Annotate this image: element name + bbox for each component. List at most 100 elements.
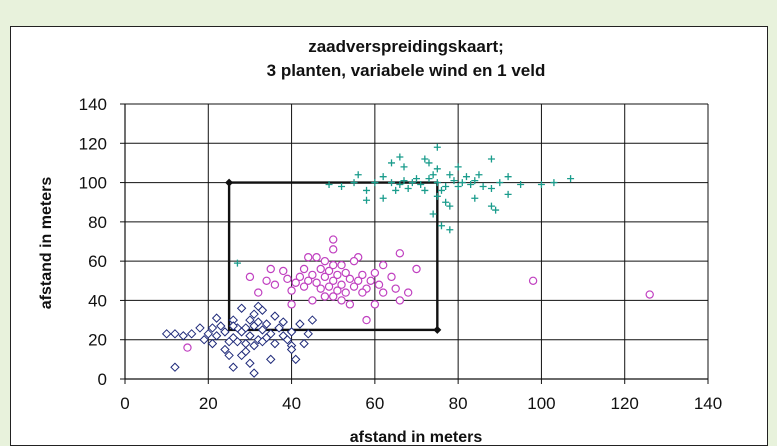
- data-point: [161, 329, 172, 339]
- data-point: [299, 264, 309, 274]
- data-point: [278, 317, 288, 327]
- data-point: [462, 173, 470, 181]
- field-rectangle: [227, 181, 439, 332]
- data-point: [232, 336, 243, 347]
- x-tick-label: 60: [365, 394, 384, 413]
- data-point: [446, 171, 454, 179]
- data-point: [450, 177, 458, 185]
- x-tick-label: 40: [282, 394, 301, 413]
- data-point: [395, 249, 405, 258]
- data-point: [329, 245, 338, 254]
- data-point: [496, 179, 504, 187]
- grid-lines: [124, 103, 709, 380]
- data-point: [303, 329, 313, 339]
- data-point: [392, 186, 400, 194]
- data-point: [295, 272, 305, 282]
- data-points: [161, 143, 654, 378]
- data-point: [299, 282, 309, 291]
- data-point: [458, 179, 466, 187]
- y-tick-label: 120: [79, 134, 107, 153]
- data-point: [304, 253, 313, 262]
- data-point: [320, 292, 330, 301]
- data-point: [379, 194, 387, 202]
- data-point: [400, 163, 408, 171]
- data-point: [492, 206, 500, 214]
- data-point: [216, 321, 226, 331]
- data-point: [325, 181, 333, 189]
- data-point: [320, 256, 330, 266]
- x-tick-label: 20: [199, 394, 218, 413]
- data-point: [333, 286, 342, 295]
- data-point: [362, 315, 371, 325]
- x-tick-label: 120: [611, 394, 639, 413]
- data-point: [254, 288, 263, 297]
- data-point: [203, 329, 213, 339]
- data-point: [425, 175, 433, 183]
- data-point: [417, 181, 425, 189]
- data-point: [316, 264, 325, 274]
- data-point: [387, 272, 396, 282]
- data-point: [567, 175, 575, 183]
- x-tick-label: 100: [527, 394, 555, 413]
- data-point: [550, 179, 558, 187]
- data-point: [341, 268, 350, 278]
- data-point: [266, 354, 276, 365]
- data-point: [354, 171, 362, 179]
- data-point: [379, 173, 387, 181]
- data-point: [421, 155, 429, 163]
- data-point: [396, 153, 404, 161]
- data-point: [291, 278, 300, 287]
- series-diamond: [161, 301, 318, 378]
- data-point: [433, 179, 441, 187]
- data-point: [170, 329, 180, 339]
- data-point: [504, 173, 512, 181]
- data-point: [312, 253, 321, 262]
- chart-area: [10, 26, 768, 446]
- y-tick-label: 60: [88, 252, 107, 271]
- data-point: [295, 319, 305, 329]
- data-point: [324, 282, 334, 291]
- data-point: [249, 309, 259, 319]
- data-point: [312, 278, 321, 287]
- data-point: [517, 181, 525, 189]
- data-point: [645, 290, 654, 299]
- data-point: [421, 186, 429, 194]
- data-point: [345, 274, 355, 284]
- data-point: [183, 343, 192, 352]
- data-point: [437, 222, 445, 230]
- data-point: [228, 321, 238, 331]
- data-point: [378, 260, 388, 270]
- data-point: [370, 268, 380, 278]
- data-point: [337, 260, 346, 270]
- data-point: [279, 266, 288, 276]
- y-tick-label: 0: [98, 370, 107, 389]
- data-point: [442, 198, 450, 206]
- data-point: [207, 338, 218, 349]
- data-point: [287, 300, 296, 309]
- data-point: [471, 177, 479, 185]
- field-rectangle-layer: [225, 178, 442, 334]
- data-point: [388, 179, 396, 187]
- data-point: [253, 301, 263, 312]
- data-point: [266, 264, 275, 274]
- data-point: [404, 184, 412, 192]
- data-point: [433, 165, 441, 173]
- data-point: [245, 331, 255, 341]
- x-tick-label: 80: [449, 394, 468, 413]
- chart-title-line2: 3 planten, variabele wind en 1 veld: [267, 61, 546, 80]
- data-point: [471, 194, 479, 202]
- data-point: [537, 181, 545, 189]
- data-point: [345, 300, 355, 309]
- data-point: [249, 340, 259, 351]
- field-corner-marker: [225, 178, 234, 187]
- data-point: [388, 159, 396, 167]
- data-point: [442, 183, 450, 190]
- data-point: [337, 280, 346, 289]
- data-point: [354, 276, 363, 285]
- data-point: [283, 274, 292, 284]
- data-point: [403, 288, 413, 297]
- data-point: [257, 336, 268, 347]
- data-point: [366, 276, 375, 285]
- data-point: [487, 184, 495, 192]
